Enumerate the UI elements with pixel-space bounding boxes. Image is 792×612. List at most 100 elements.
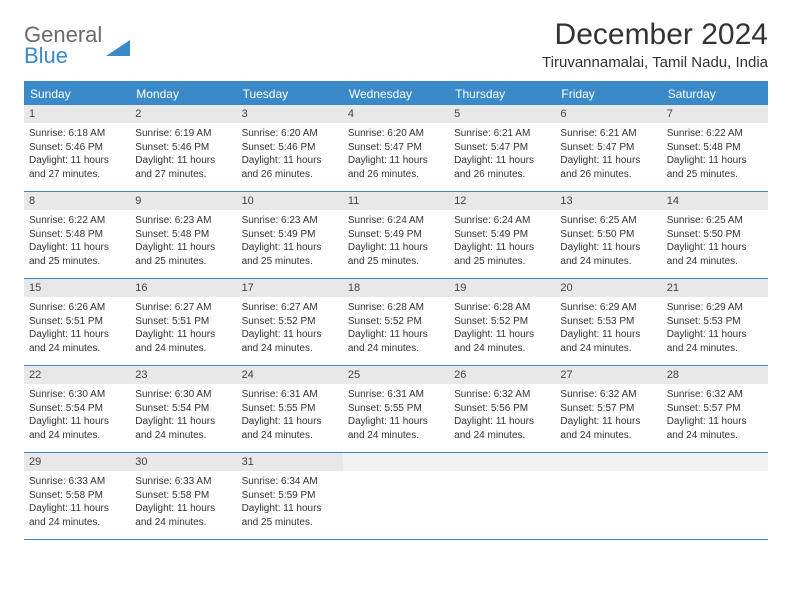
calendar-cell: 27Sunrise: 6:32 AMSunset: 5:57 PMDayligh… [555,366,661,452]
day-header-cell: Sunday [24,83,130,105]
day-header-cell: Thursday [449,83,555,105]
day-info: Sunrise: 6:21 AMSunset: 5:47 PMDaylight:… [449,123,555,185]
calendar-cell: 11Sunrise: 6:24 AMSunset: 5:49 PMDayligh… [343,192,449,278]
day-info: Sunrise: 6:22 AMSunset: 5:48 PMDaylight:… [662,123,768,185]
calendar-week: 8Sunrise: 6:22 AMSunset: 5:48 PMDaylight… [24,192,768,279]
day-number: 22 [24,366,130,384]
calendar-cell: . [555,453,661,539]
day-number: 18 [343,279,449,297]
calendar-cell: 18Sunrise: 6:28 AMSunset: 5:52 PMDayligh… [343,279,449,365]
calendar-cell: 28Sunrise: 6:32 AMSunset: 5:57 PMDayligh… [662,366,768,452]
day-number: 13 [555,192,661,210]
calendar-body: 1Sunrise: 6:18 AMSunset: 5:46 PMDaylight… [24,105,768,540]
calendar-week: 22Sunrise: 6:30 AMSunset: 5:54 PMDayligh… [24,366,768,453]
day-number: . [343,453,449,471]
day-number: 25 [343,366,449,384]
day-info: Sunrise: 6:29 AMSunset: 5:53 PMDaylight:… [662,297,768,359]
day-number: 2 [130,105,236,123]
day-number: 31 [237,453,343,471]
calendar-cell: 13Sunrise: 6:25 AMSunset: 5:50 PMDayligh… [555,192,661,278]
calendar-cell: 16Sunrise: 6:27 AMSunset: 5:51 PMDayligh… [130,279,236,365]
day-info: Sunrise: 6:31 AMSunset: 5:55 PMDaylight:… [237,384,343,446]
day-number: 6 [555,105,661,123]
day-header-cell: Saturday [662,83,768,105]
day-info: Sunrise: 6:24 AMSunset: 5:49 PMDaylight:… [449,210,555,272]
day-info: Sunrise: 6:25 AMSunset: 5:50 PMDaylight:… [662,210,768,272]
day-info: Sunrise: 6:33 AMSunset: 5:58 PMDaylight:… [24,471,130,533]
calendar-cell: 2Sunrise: 6:19 AMSunset: 5:46 PMDaylight… [130,105,236,191]
day-info: Sunrise: 6:23 AMSunset: 5:49 PMDaylight:… [237,210,343,272]
day-number: 30 [130,453,236,471]
calendar-cell: 24Sunrise: 6:31 AMSunset: 5:55 PMDayligh… [237,366,343,452]
calendar-cell: 9Sunrise: 6:23 AMSunset: 5:48 PMDaylight… [130,192,236,278]
day-info: Sunrise: 6:30 AMSunset: 5:54 PMDaylight:… [130,384,236,446]
day-info: Sunrise: 6:26 AMSunset: 5:51 PMDaylight:… [24,297,130,359]
day-info: Sunrise: 6:34 AMSunset: 5:59 PMDaylight:… [237,471,343,533]
calendar-cell: 14Sunrise: 6:25 AMSunset: 5:50 PMDayligh… [662,192,768,278]
day-header-cell: Monday [130,83,236,105]
calendar-cell: 6Sunrise: 6:21 AMSunset: 5:47 PMDaylight… [555,105,661,191]
day-number: 24 [237,366,343,384]
day-info: Sunrise: 6:21 AMSunset: 5:47 PMDaylight:… [555,123,661,185]
day-number: . [555,453,661,471]
day-info: Sunrise: 6:29 AMSunset: 5:53 PMDaylight:… [555,297,661,359]
calendar-cell: 29Sunrise: 6:33 AMSunset: 5:58 PMDayligh… [24,453,130,539]
day-info: Sunrise: 6:28 AMSunset: 5:52 PMDaylight:… [449,297,555,359]
day-number: 9 [130,192,236,210]
header: General Blue December 2024 Tiruvannamala… [24,18,768,71]
day-number: . [449,453,555,471]
day-number: 15 [24,279,130,297]
day-number: 4 [343,105,449,123]
day-info: Sunrise: 6:24 AMSunset: 5:49 PMDaylight:… [343,210,449,272]
calendar-cell: . [449,453,555,539]
day-number: 21 [662,279,768,297]
calendar: SundayMondayTuesdayWednesdayThursdayFrid… [24,81,768,540]
calendar-cell: 23Sunrise: 6:30 AMSunset: 5:54 PMDayligh… [130,366,236,452]
calendar-cell: 3Sunrise: 6:20 AMSunset: 5:46 PMDaylight… [237,105,343,191]
day-info: Sunrise: 6:27 AMSunset: 5:52 PMDaylight:… [237,297,343,359]
day-number: 8 [24,192,130,210]
day-number: 27 [555,366,661,384]
day-number: 14 [662,192,768,210]
calendar-cell: 26Sunrise: 6:32 AMSunset: 5:56 PMDayligh… [449,366,555,452]
day-info: Sunrise: 6:32 AMSunset: 5:57 PMDaylight:… [555,384,661,446]
day-number: 29 [24,453,130,471]
calendar-cell: 21Sunrise: 6:29 AMSunset: 5:53 PMDayligh… [662,279,768,365]
calendar-cell: 31Sunrise: 6:34 AMSunset: 5:59 PMDayligh… [237,453,343,539]
logo-triangle-icon [106,38,132,58]
location-text: Tiruvannamalai, Tamil Nadu, India [542,54,768,71]
day-info: Sunrise: 6:19 AMSunset: 5:46 PMDaylight:… [130,123,236,185]
day-info: Sunrise: 6:20 AMSunset: 5:47 PMDaylight:… [343,123,449,185]
day-info: Sunrise: 6:23 AMSunset: 5:48 PMDaylight:… [130,210,236,272]
day-number: 7 [662,105,768,123]
calendar-cell: 4Sunrise: 6:20 AMSunset: 5:47 PMDaylight… [343,105,449,191]
day-info: Sunrise: 6:25 AMSunset: 5:50 PMDaylight:… [555,210,661,272]
day-number: 26 [449,366,555,384]
calendar-cell: 20Sunrise: 6:29 AMSunset: 5:53 PMDayligh… [555,279,661,365]
day-header-cell: Friday [555,83,661,105]
day-info: Sunrise: 6:18 AMSunset: 5:46 PMDaylight:… [24,123,130,185]
title-block: December 2024 Tiruvannamalai, Tamil Nadu… [542,18,768,71]
day-number: . [662,453,768,471]
calendar-cell: 15Sunrise: 6:26 AMSunset: 5:51 PMDayligh… [24,279,130,365]
calendar-cell: 17Sunrise: 6:27 AMSunset: 5:52 PMDayligh… [237,279,343,365]
day-number: 23 [130,366,236,384]
day-info: Sunrise: 6:31 AMSunset: 5:55 PMDaylight:… [343,384,449,446]
calendar-week: 15Sunrise: 6:26 AMSunset: 5:51 PMDayligh… [24,279,768,366]
month-title: December 2024 [542,18,768,52]
day-header-cell: Tuesday [237,83,343,105]
day-info: Sunrise: 6:32 AMSunset: 5:57 PMDaylight:… [662,384,768,446]
calendar-cell: 5Sunrise: 6:21 AMSunset: 5:47 PMDaylight… [449,105,555,191]
day-number: 12 [449,192,555,210]
day-number: 19 [449,279,555,297]
day-header-cell: Wednesday [343,83,449,105]
calendar-cell: 10Sunrise: 6:23 AMSunset: 5:49 PMDayligh… [237,192,343,278]
calendar-cell: 12Sunrise: 6:24 AMSunset: 5:49 PMDayligh… [449,192,555,278]
day-number: 5 [449,105,555,123]
day-number: 20 [555,279,661,297]
calendar-cell: . [343,453,449,539]
calendar-cell: 7Sunrise: 6:22 AMSunset: 5:48 PMDaylight… [662,105,768,191]
day-number: 16 [130,279,236,297]
day-info: Sunrise: 6:20 AMSunset: 5:46 PMDaylight:… [237,123,343,185]
day-info: Sunrise: 6:32 AMSunset: 5:56 PMDaylight:… [449,384,555,446]
